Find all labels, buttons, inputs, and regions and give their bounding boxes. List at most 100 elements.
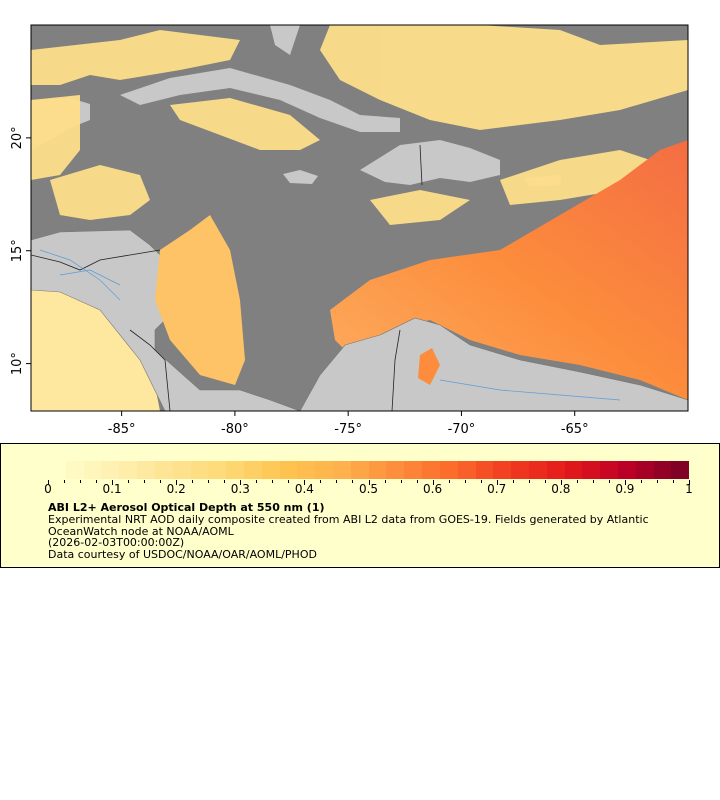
- colorbar-tick-mark: [320, 480, 322, 483]
- aod-map: -85° -80° -75° -70° -65° 20° 15° 10°: [10, 24, 689, 437]
- aod-moderate-west: [155, 215, 245, 385]
- land-jamaica: [283, 170, 318, 184]
- colorbar-tick-label: 0.1: [102, 482, 122, 496]
- colorbar-tick-label: 1: [685, 482, 693, 496]
- colorbar-tick-mark: [448, 480, 450, 483]
- colorbar-tick-mark: [624, 480, 626, 485]
- colorbar-swatch: [172, 461, 191, 479]
- colorbar-swatch: [457, 461, 476, 479]
- colorbar-swatch: [190, 461, 209, 479]
- colorbar-tick-mark: [608, 480, 610, 483]
- colorbar-tick-mark: [176, 480, 178, 485]
- colorbar-tick-mark: [288, 480, 290, 483]
- colorbar-swatch: [315, 461, 333, 479]
- colorbar-swatch: [618, 461, 636, 479]
- aod-dust-band: [330, 140, 688, 400]
- colorbar-swatch: [101, 461, 120, 479]
- colorbar-swatch: [671, 461, 690, 479]
- colorbar-swatch: [368, 461, 387, 479]
- lon-tick-label: -65°: [561, 422, 589, 437]
- colorbar-tick-mark: [464, 480, 466, 483]
- colorbar-tick-label: 0.5: [358, 482, 379, 496]
- colorbar-swatch: [404, 461, 423, 479]
- colorbar-tick-mark: [336, 480, 338, 483]
- colorbar-tick-mark: [576, 480, 578, 483]
- colorbar-tick-label: 0.2: [166, 482, 186, 496]
- description-block: Experimental NRT AOD daily composite cre…: [48, 514, 688, 560]
- colorbar-swatch: [226, 461, 244, 479]
- colorbar-tick-mark: [416, 480, 418, 483]
- colorbar-tick-mark: [592, 480, 594, 483]
- colorbar-swatch: [137, 461, 155, 479]
- country-borders: [31, 144, 423, 411]
- colorbar-tick-mark: [48, 480, 49, 485]
- colorbar-tick-mark: [240, 480, 242, 485]
- variable-title: ABI L2+ Aerosol Optical Depth at 550 nm …: [48, 501, 325, 514]
- colorbar-tick-mark: [144, 480, 146, 483]
- colorbar: [48, 461, 690, 479]
- colorbar-swatch: [243, 461, 262, 479]
- aod-clouds: [31, 25, 688, 225]
- colorbar-tick-mark: [560, 480, 562, 485]
- colorbar-tick-mark: [160, 480, 162, 483]
- land-cuba: [120, 68, 400, 132]
- colorbar-swatch: [653, 461, 672, 479]
- colorbar-swatch: [511, 461, 529, 479]
- colorbar-tick-mark: [689, 480, 690, 485]
- land-hispaniola: [360, 140, 500, 185]
- colorbar-tick-label: 0: [44, 482, 52, 496]
- colorbar-tick-mark: [304, 480, 306, 485]
- lon-tick-label: -80°: [221, 422, 249, 437]
- time-stamp: (2026-02-03T00:00:00Z): [48, 536, 185, 549]
- colorbar-tick-label: 0.9: [615, 482, 635, 496]
- data-credit: Data courtesy of USDOC/NOAA/OAR/AOML/PHO…: [48, 547, 317, 561]
- colorbar-swatch: [119, 461, 138, 479]
- colorbar-tick-mark: [672, 480, 674, 483]
- colorbar-tick-mark: [112, 480, 114, 485]
- colorbar-tick-mark: [432, 480, 434, 485]
- colorbar-tick-mark: [272, 480, 274, 483]
- colorbar-tick-mark: [384, 480, 386, 483]
- colorbar-tick-label: 0.6: [423, 482, 443, 496]
- colorbar-swatch: [439, 461, 458, 479]
- lat-tick-label: 10°: [10, 352, 25, 375]
- colorbar-swatch: [208, 461, 227, 479]
- colorbar-swatch: [279, 461, 298, 479]
- colorbar-swatch: [386, 461, 405, 479]
- description: Experimental NRT AOD daily composite cre…: [48, 513, 653, 538]
- colorbar-tick-mark: [528, 480, 530, 483]
- rivers: [39, 249, 621, 401]
- colorbar-tick-mark: [400, 480, 402, 483]
- colorbar-tick-mark: [480, 480, 482, 483]
- colorbar-tick-mark: [64, 480, 66, 483]
- colorbar-tick-mark: [128, 480, 130, 483]
- colorbar-swatch: [582, 461, 601, 479]
- lat-tick-label: 15°: [10, 239, 25, 262]
- colorbar-tick-mark: [544, 480, 546, 483]
- colorbar-swatch: [422, 461, 440, 479]
- colorbar-ticks: 0 0.1 0.2 0.3 0.4 0.5 0.6 0.7 0.8 0.9 1: [44, 480, 693, 500]
- land-florida: [270, 25, 300, 55]
- colorbar-tick-label: 0.4: [294, 482, 314, 496]
- lon-tick-label: -70°: [448, 422, 476, 437]
- colorbar-swatch: [154, 461, 173, 479]
- colorbar-tick-mark: [224, 480, 226, 483]
- colorbar-swatch: [564, 461, 583, 479]
- colorbar-swatch: [635, 461, 654, 479]
- colorbar-swatch: [333, 461, 351, 479]
- colorbar-swatch: [528, 461, 547, 479]
- colorbar-tick-mark: [208, 480, 210, 483]
- colorbar-swatch: [350, 461, 369, 479]
- colorbar-tick-mark: [496, 480, 498, 485]
- colorbar-tick-mark: [96, 480, 98, 483]
- lon-tick-label: -75°: [334, 422, 362, 437]
- pacific-aod-region: [31, 290, 160, 411]
- colorbar-swatch: [65, 461, 84, 479]
- colorbar-tick-mark: [256, 480, 258, 483]
- colorbar-swatch: [297, 461, 316, 479]
- colorbar-swatch: [493, 461, 512, 479]
- legend-panel: 0 0.1 0.2 0.3 0.4 0.5 0.6 0.7 0.8 0.9 1 ABI L2+ Ae…: [0, 443, 720, 568]
- colorbar-swatch: [546, 461, 565, 479]
- colorbar-tick-mark: [368, 480, 370, 485]
- colorbar-swatch: [475, 461, 494, 479]
